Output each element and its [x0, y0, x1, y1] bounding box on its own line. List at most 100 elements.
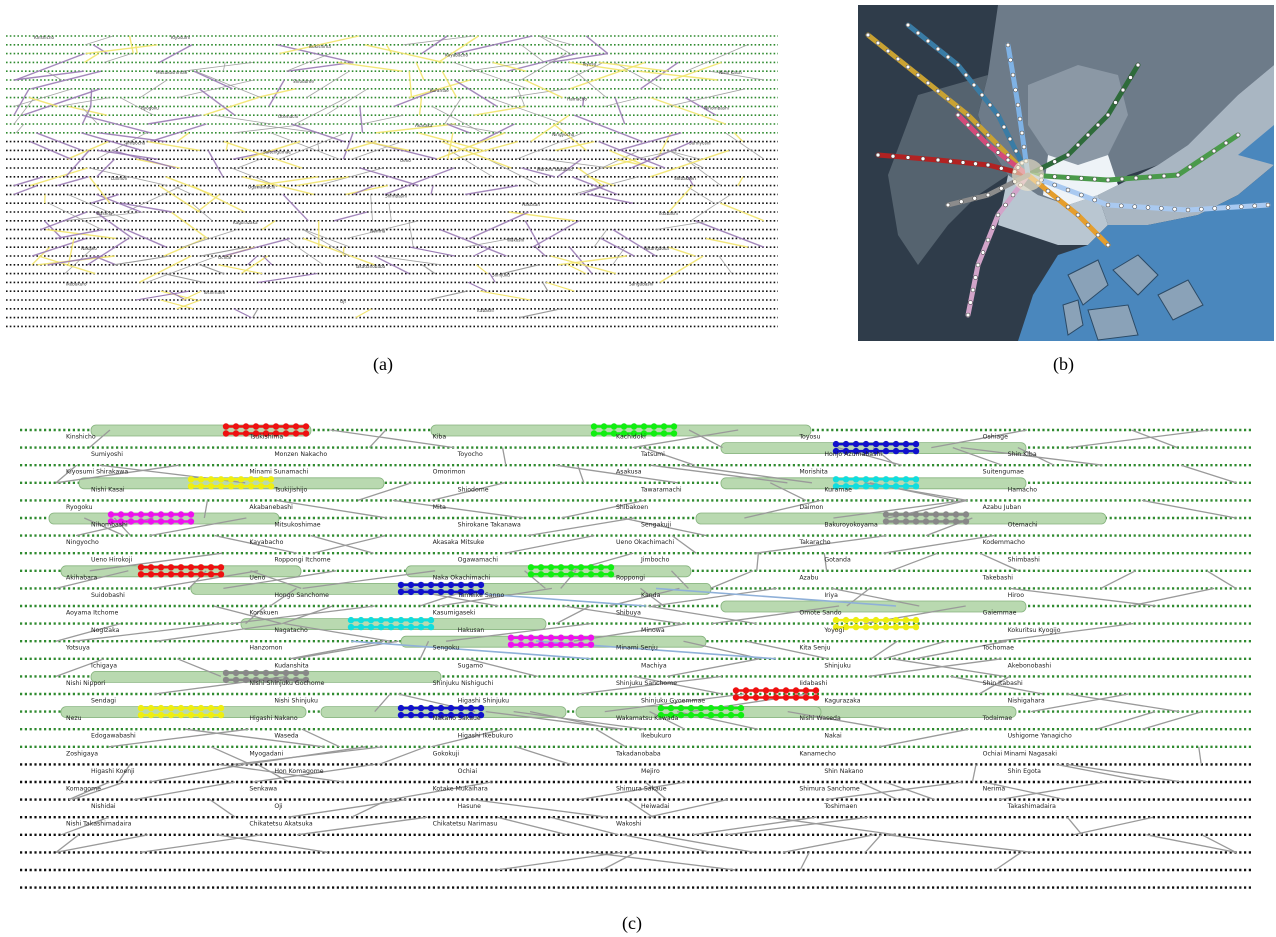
graph-edge	[883, 534, 995, 554]
graph-edge	[159, 44, 193, 64]
graph-edge	[60, 816, 110, 836]
station-dot	[1211, 148, 1217, 154]
cluster-node	[832, 623, 840, 631]
graph-edge	[666, 150, 701, 160]
station-label: Kiyosumi Shirakawa	[66, 469, 128, 476]
cluster-node	[417, 704, 425, 712]
graph-edge	[120, 97, 154, 116]
cluster-node	[397, 616, 405, 624]
cluster-node	[832, 483, 840, 490]
node-label: Akasaka	[415, 123, 433, 128]
graph-edge	[135, 290, 190, 301]
station-dot	[980, 250, 986, 255]
cluster-node	[882, 440, 890, 448]
station-label: Bakuroyokoyama	[824, 522, 878, 529]
cluster-node	[107, 511, 115, 518]
node-label: Toyosu	[581, 61, 597, 66]
graph-edge	[147, 114, 202, 125]
cluster-node	[447, 588, 455, 596]
graph-edge	[261, 220, 276, 231]
station-dot	[875, 40, 881, 46]
graph-edge	[501, 447, 507, 466]
graph-edge	[13, 176, 44, 187]
graph-edge	[81, 114, 151, 134]
graph-edge	[147, 140, 201, 152]
graph-edge	[545, 281, 575, 292]
graph-edge	[84, 53, 99, 63]
graph-edge	[103, 53, 132, 63]
station-dot	[1128, 75, 1133, 80]
cluster-node	[892, 440, 900, 448]
panel-b-svg	[858, 5, 1274, 341]
station-label: Ryogoku	[66, 504, 93, 511]
cluster-node	[397, 581, 405, 589]
graph-edge	[683, 640, 761, 660]
graph-edge	[125, 228, 167, 248]
cluster-node	[587, 634, 595, 641]
graph-edge	[182, 290, 202, 301]
cluster-node	[252, 669, 260, 677]
graph-edge	[359, 106, 364, 133]
graph-edge	[609, 587, 680, 607]
graph-edge	[464, 238, 512, 248]
cluster-node	[912, 616, 920, 624]
station-label: Nerima	[983, 786, 1006, 793]
station-label: Shin Kiba	[1008, 451, 1037, 458]
graph-edge	[622, 517, 707, 537]
graph-edge	[979, 552, 1020, 572]
cluster-node	[537, 571, 545, 578]
node-label: Kiyosumi	[171, 35, 190, 40]
graph-edge	[31, 237, 87, 257]
cluster-node	[477, 711, 485, 719]
graph-edge	[746, 640, 829, 660]
graph-edge	[176, 299, 201, 310]
graph-edge	[445, 622, 591, 642]
cluster-node	[387, 623, 395, 631]
station-label: Myogadani	[249, 750, 283, 757]
graph-edge	[279, 132, 347, 160]
cluster-node	[597, 564, 605, 571]
station-label: Akihabara	[66, 574, 98, 581]
station-label: Ningyocho	[66, 539, 99, 546]
graph-edge	[364, 44, 444, 64]
cluster-node	[397, 711, 405, 719]
station-label: Nishi Kasai	[91, 486, 125, 493]
graph-edge	[1017, 447, 1055, 466]
graph-edge	[733, 132, 744, 143]
graph-edge	[408, 71, 413, 98]
node-label: Ikebukuro	[66, 281, 87, 286]
cluster-node	[207, 571, 215, 578]
cluster-node	[517, 634, 525, 641]
graph-edge	[517, 88, 526, 107]
graph-edge	[196, 193, 221, 213]
cluster-node	[407, 711, 415, 719]
station-label: Hakusan	[458, 627, 485, 634]
cluster-node	[902, 440, 910, 448]
graph-edge	[455, 35, 533, 55]
station-dot	[990, 225, 996, 230]
station-label: Tsukishima	[248, 434, 283, 441]
cluster-node	[157, 518, 165, 525]
station-dot	[1010, 72, 1016, 78]
cluster-node	[587, 641, 595, 648]
graph-edge	[170, 211, 208, 239]
graph-edge	[550, 255, 617, 275]
graph-edge	[650, 96, 726, 125]
graph-edge	[692, 816, 817, 836]
highlight-bar	[720, 600, 1027, 613]
cluster-node	[257, 483, 265, 490]
station-dot	[1017, 116, 1023, 122]
graph-edge	[612, 229, 657, 257]
node-label: Toshimaen	[202, 290, 226, 295]
station-dot	[979, 92, 985, 98]
graph-edge	[352, 184, 375, 196]
graph-edge	[530, 114, 570, 143]
graph-edge	[191, 202, 213, 222]
graph-edge	[67, 238, 75, 265]
cluster-node	[117, 511, 125, 518]
station-dot	[945, 54, 951, 60]
cluster-node	[577, 641, 585, 648]
cluster-node	[842, 476, 850, 483]
graph-edge	[22, 88, 101, 116]
station-label: Azabu Juban	[983, 504, 1022, 511]
